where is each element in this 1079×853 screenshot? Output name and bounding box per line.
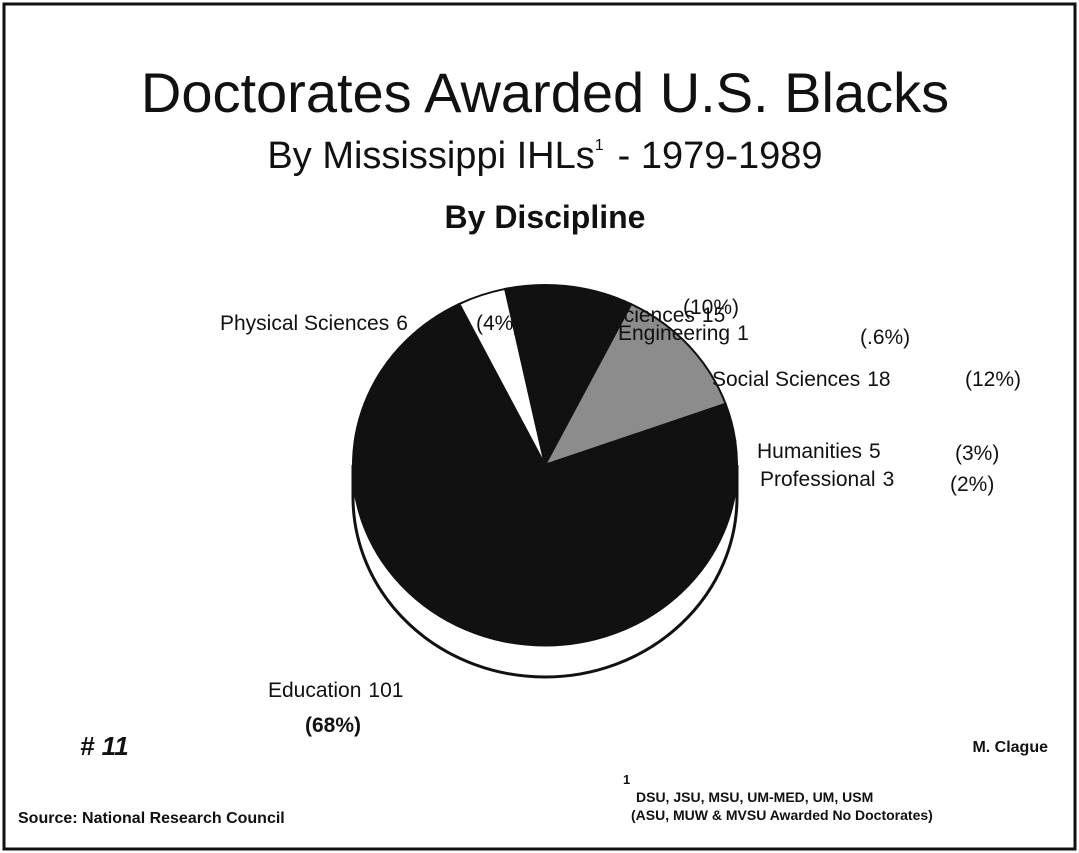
source: Source: National Research Council (18, 810, 285, 827)
slice-label: Engineering 1 (618, 322, 749, 345)
slice-percent: (12%) (965, 368, 1021, 391)
slice-label: Humanities 5 (757, 440, 881, 463)
pie-slice (503, 284, 626, 469)
slice-category: Humanities (757, 440, 862, 463)
slice-count: 15 (702, 304, 725, 327)
chart-title: Doctorates Awarded U.S. Blacks (141, 61, 949, 124)
chart-subtitle: By Mississippi IHLs1 - 1979-1989 (267, 135, 822, 177)
footnote-line: DSU, JSU, MSU, UM-MED, UM, USM (636, 789, 873, 805)
slice-count: 101 (368, 679, 403, 702)
slice-count: 18 (867, 368, 890, 391)
slice-percent: (.6%) (860, 326, 910, 349)
subtitle-years: - 1979-1989 (618, 135, 823, 177)
slice-percent: (4%) (476, 312, 520, 335)
slice-count: 6 (396, 312, 408, 335)
author: M. Clague (972, 739, 1048, 756)
slice-percent: (2%) (950, 473, 994, 496)
slice-category: Physical Sciences (220, 312, 389, 335)
pie-slice (352, 302, 738, 646)
chart-subtitle2: By Discipline (445, 199, 646, 235)
footnote-marker: 1 (623, 772, 630, 787)
slice-percent: (68%) (305, 714, 361, 737)
slice-label: Physical Sciences 6 (220, 312, 408, 335)
footnote-line: (ASU, MUW & MVSU Awarded No Doctorates) (631, 807, 933, 823)
slice-category: Professional (760, 468, 876, 491)
subtitle-note: 1 (595, 137, 604, 154)
slice-label: Social Sciences 18 (712, 368, 891, 391)
slice-count: 5 (869, 440, 881, 463)
slice-category: Life Sciences (570, 304, 695, 327)
slice-count: 3 (883, 468, 895, 491)
slice-category: Engineering (618, 322, 730, 345)
slice-label: Education 101 (268, 679, 403, 702)
slice-label: Professional 3 (760, 468, 894, 491)
pie-slice (542, 302, 727, 467)
slice-label: Life Sciences 15 (570, 304, 725, 327)
subtitle-text: By Mississippi IHLs (267, 135, 594, 177)
slice-category: Education (268, 679, 361, 702)
slice-percent: (10%) (683, 296, 739, 319)
slice-category: Social Sciences (712, 368, 860, 391)
slice-percent: (3%) (955, 442, 999, 465)
pie-slice (457, 287, 546, 466)
slice-count: 1 (737, 322, 749, 345)
slide-number: # 11 (80, 731, 129, 761)
